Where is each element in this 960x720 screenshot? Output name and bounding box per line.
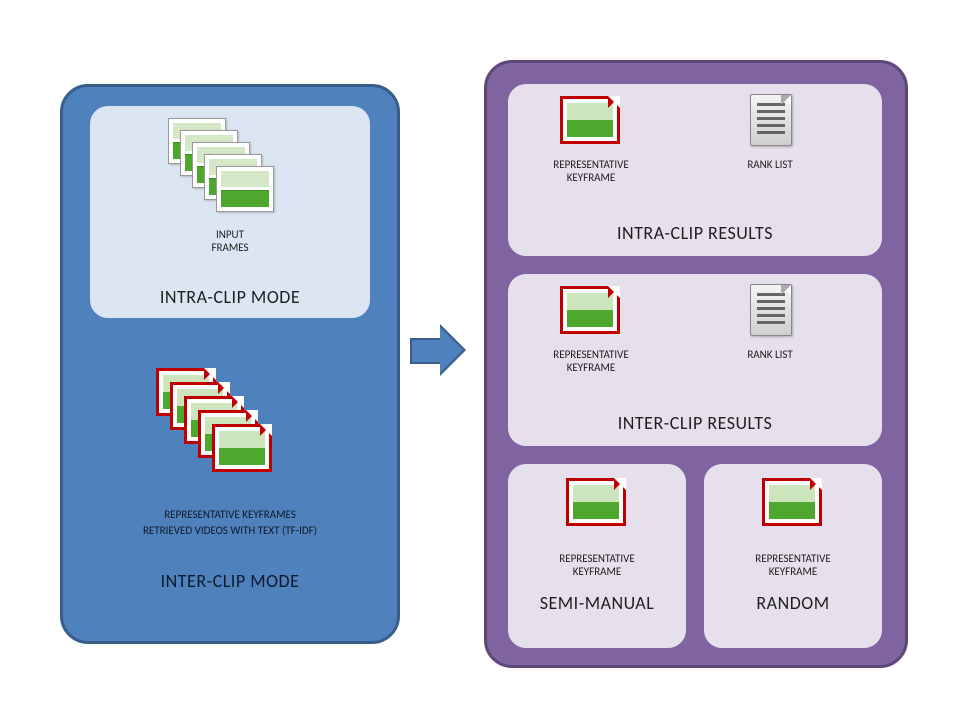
intra-results-rank-label: RANK LIST [700,158,840,171]
intra-clip-mode-title: INTRA-CLIP MODE [88,286,372,308]
random-rep-label: REPRESENTATIVE KEYFRAME [702,552,884,578]
intra-results-rep-label: REPRESENTATIVE KEYFRAME [516,158,666,184]
inter-results-ranklist-icon [750,284,792,336]
random-image-icon [762,478,822,526]
rep-keyframes-label-2: RETRIEVED VIDEOS WITH TEXT (TF-IDF) [60,524,400,537]
random-title: RANDOM [702,592,884,614]
inter-results-image-icon [560,286,620,334]
inter-clip-mode-title: INTER-CLIP MODE [60,570,400,592]
intra-results-ranklist-icon [750,94,792,146]
semi-manual-image-icon [566,478,626,526]
intra-results-image-icon [560,96,620,144]
inter-results-rep-label: REPRESENTATIVE KEYFRAME [516,348,666,374]
intra-clip-results-title: INTRA-CLIP RESULTS [506,222,884,244]
semi-manual-title: SEMI-MANUAL [506,592,688,614]
rep-keyframes-label-1: REPRESENTATIVE KEYFRAMES [60,508,400,521]
inter-results-rank-label: RANK LIST [700,348,840,361]
semi-manual-rep-label: REPRESENTATIVE KEYFRAME [506,552,688,578]
input-frames-label: INPUT FRAMES [88,228,372,254]
inter-clip-results-title: INTER-CLIP RESULTS [506,412,884,434]
